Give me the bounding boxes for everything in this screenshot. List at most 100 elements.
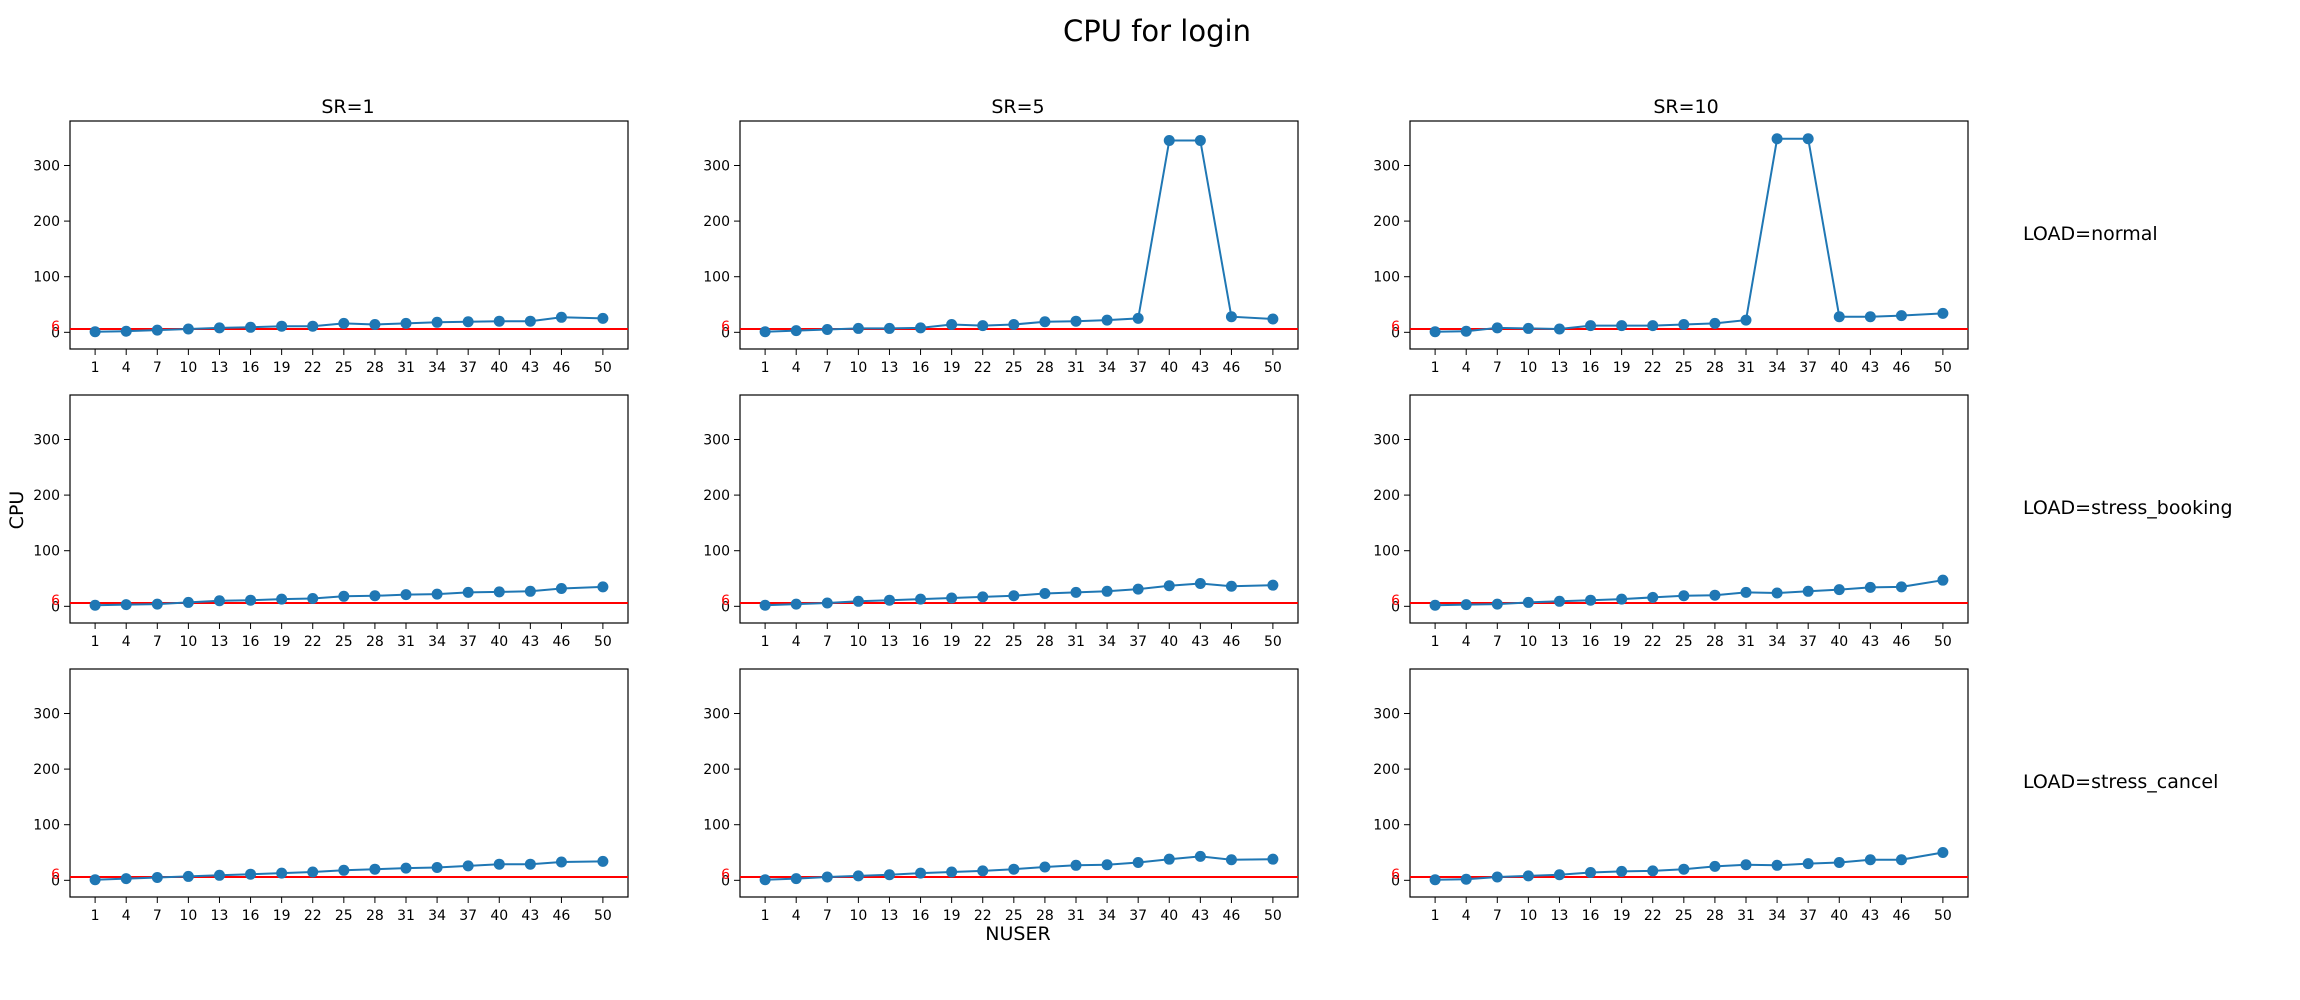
x-tick-label: 7 (823, 634, 832, 650)
x-tick-label: 10 (1519, 634, 1537, 650)
x-tick-label: 37 (459, 634, 477, 650)
data-point (120, 599, 132, 611)
x-tick-label: 50 (1934, 360, 1952, 376)
x-tick-label: 13 (211, 634, 229, 650)
x-tick-label: 31 (397, 360, 415, 376)
data-point (1678, 590, 1690, 602)
x-tick-label: 40 (490, 360, 508, 376)
y-tick-label: 300 (703, 432, 730, 448)
data-point (1491, 871, 1503, 883)
axes-frame (1409, 668, 1969, 898)
data-point (555, 311, 567, 323)
x-tick-label: 19 (1613, 634, 1631, 650)
x-tick-label: 1 (761, 360, 770, 376)
x-tick-label: 7 (153, 634, 162, 650)
data-point (1864, 854, 1876, 866)
data-point (883, 322, 895, 334)
data-point (1937, 307, 1949, 319)
data-point (400, 589, 412, 601)
y-tick-label: 200 (703, 762, 730, 778)
data-point (821, 871, 833, 883)
y-tick-label: 100 (1373, 544, 1400, 560)
data-point (369, 319, 381, 331)
x-tick-label: 34 (1768, 634, 1786, 650)
x-tick-label: 10 (179, 634, 197, 650)
x-tick-label: 40 (490, 908, 508, 924)
data-point (1267, 313, 1279, 325)
axes-frame (69, 668, 629, 898)
x-tick-label: 1 (91, 908, 100, 924)
row-label-load-normal: LOAD=normal (2023, 223, 2158, 245)
data-point (1101, 585, 1113, 597)
x-tick-label: 13 (211, 360, 229, 376)
x-tick-label: 40 (1160, 908, 1178, 924)
x-tick-label: 28 (1706, 360, 1724, 376)
data-point (1132, 583, 1144, 595)
data-point (1429, 326, 1441, 338)
x-tick-label: 43 (1861, 908, 1879, 924)
data-point (1008, 319, 1020, 331)
x-tick-label: 46 (553, 634, 571, 650)
x-tick-label: 7 (1493, 634, 1502, 650)
axes-frame (1409, 394, 1969, 624)
y-tick-label: 200 (1373, 488, 1400, 504)
x-tick-label: 1 (91, 634, 100, 650)
y-tick-label: 0 (51, 325, 60, 341)
x-tick-label: 40 (1160, 360, 1178, 376)
data-point (1864, 311, 1876, 323)
column-title-sr-10: SR=10 (1653, 96, 1718, 118)
x-tick-label: 22 (304, 908, 322, 924)
x-tick-label: 50 (594, 634, 612, 650)
x-tick-label: 50 (594, 360, 612, 376)
reference-line-label: 6 (721, 593, 730, 609)
x-tick-label: 34 (428, 360, 446, 376)
y-tick-label: 300 (703, 706, 730, 722)
x-tick-label: 46 (553, 360, 571, 376)
data-point (1039, 861, 1051, 873)
data-point (1709, 860, 1721, 872)
x-tick-label: 34 (1768, 908, 1786, 924)
panel-load-stress-cancel-sr-10: 0 100 200 300 1 4 7 10 13 16 19 22 25 28 31 34 37 40 43 46 5… (1373, 668, 1969, 924)
data-point (1678, 863, 1690, 875)
data-point (276, 320, 288, 332)
y-tick-label: 200 (1373, 214, 1400, 230)
y-tick-label: 300 (1373, 432, 1400, 448)
data-point (1522, 870, 1534, 882)
x-tick-label: 28 (1036, 908, 1054, 924)
x-tick-label: 10 (849, 360, 867, 376)
y-tick-label: 200 (33, 488, 60, 504)
x-tick-label: 19 (943, 634, 961, 650)
data-point (1678, 319, 1690, 331)
data-point (1864, 581, 1876, 593)
data-point (1771, 859, 1783, 871)
x-tick-label: 4 (792, 360, 801, 376)
x-tick-label: 22 (304, 360, 322, 376)
data-point (245, 868, 257, 880)
data-point (1937, 847, 1949, 859)
data-point (338, 864, 350, 876)
x-tick-label: 1 (1431, 634, 1440, 650)
y-tick-label: 0 (51, 873, 60, 889)
data-point (493, 315, 505, 327)
x-tick-label: 28 (366, 908, 384, 924)
x-tick-label: 7 (823, 360, 832, 376)
x-tick-label: 13 (881, 360, 899, 376)
data-point (555, 856, 567, 868)
data-point (400, 862, 412, 874)
x-tick-label: 34 (428, 908, 446, 924)
y-tick-label: 100 (703, 818, 730, 834)
data-point (1039, 316, 1051, 328)
data-point (338, 590, 350, 602)
x-tick-label: 37 (1799, 360, 1817, 376)
y-tick-label: 100 (33, 818, 60, 834)
data-point (213, 595, 225, 607)
x-tick-label: 22 (974, 634, 992, 650)
data-point (1070, 586, 1082, 598)
x-tick-label: 16 (242, 634, 260, 650)
y-tick-label: 0 (51, 599, 60, 615)
x-tick-label: 28 (1036, 634, 1054, 650)
reference-line-label: 6 (721, 867, 730, 883)
data-point (1895, 581, 1907, 593)
data-point (597, 312, 609, 324)
